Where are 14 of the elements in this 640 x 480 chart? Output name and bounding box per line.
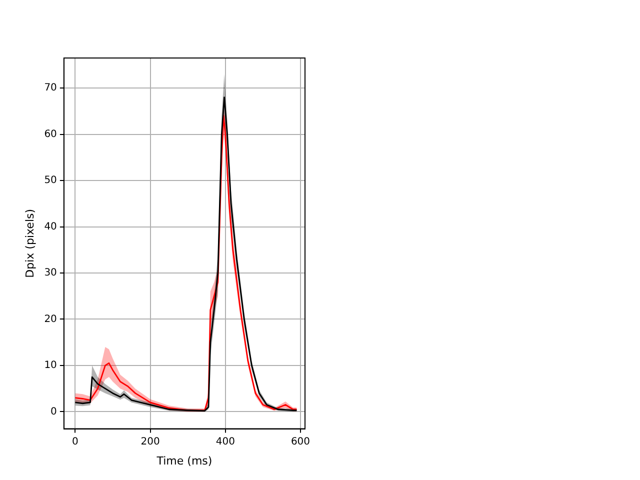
y-tick-label: 30 bbox=[44, 268, 57, 279]
y-tick-label: 70 bbox=[44, 82, 57, 94]
x-tick-label: 0 bbox=[72, 436, 78, 448]
y-tick-label: 40 bbox=[44, 221, 57, 232]
x-axis-title: Time (ms) bbox=[156, 454, 212, 468]
x-tick-label: 400 bbox=[216, 436, 235, 448]
y-tick-label: 50 bbox=[44, 175, 57, 186]
y-tick-label: 10 bbox=[44, 360, 57, 372]
y-tick-label: 60 bbox=[44, 128, 57, 140]
y-tick-label: 20 bbox=[44, 314, 57, 325]
x-tick-label: 200 bbox=[140, 436, 160, 448]
y-tick-label: 0 bbox=[50, 406, 57, 418]
x-tick-label: 600 bbox=[290, 436, 310, 448]
y-axis-title: Dpix (pixels) bbox=[23, 208, 36, 278]
